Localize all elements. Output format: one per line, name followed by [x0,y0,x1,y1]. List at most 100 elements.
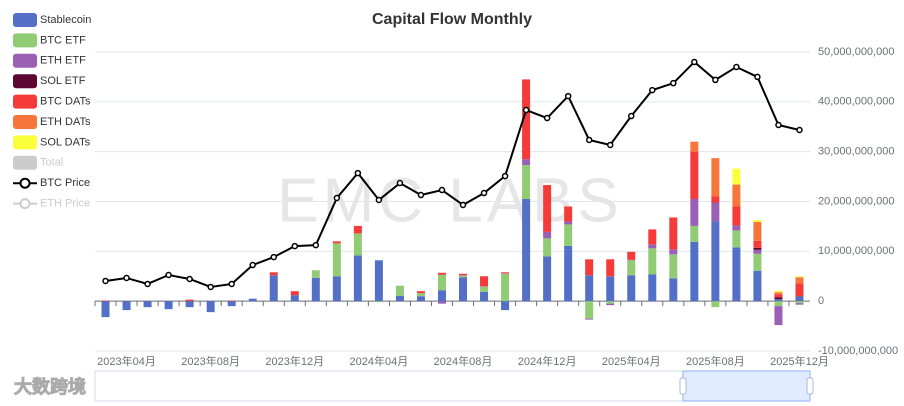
bar [669,278,678,302]
zoom-handle[interactable] [679,377,687,395]
price-point [585,136,593,144]
legend-item[interactable]: Total [13,155,63,170]
legend-label: BTC DATs [40,96,91,108]
legend-marker [19,177,31,189]
price-line [105,60,800,288]
bar [101,301,110,318]
zoom-window[interactable] [682,370,811,402]
bar [480,286,489,292]
price-point [354,169,362,177]
price-point [733,63,740,71]
bar [732,230,741,248]
bar [564,245,573,302]
bar [122,301,131,311]
price-point [796,126,803,134]
price-point [228,280,235,288]
legend-item[interactable]: BTC DATs [13,94,91,109]
bar [753,219,762,222]
legend-item[interactable]: BTC Price [13,177,90,189]
x-tick-label: 2023年12月 [265,354,324,368]
y-tick-label: -10,000,000,000 [818,345,898,357]
bar [416,293,425,297]
bar [374,260,383,302]
legend-swatch [13,94,37,109]
chart-title: Capital Flow Monthly [372,11,532,28]
legend-swatch [13,74,37,89]
legend-marker [19,198,31,210]
x-tick-label: 2023年08月 [181,354,240,368]
bar [522,199,531,302]
bar [416,291,425,294]
legend-item[interactable]: ETH Price [13,198,90,210]
bar [395,295,404,302]
logo: 大数跨境 [14,376,86,397]
bar [606,303,615,306]
price-point [249,261,256,269]
bar [480,291,489,302]
bar [311,277,320,302]
bar [290,295,299,302]
bar [143,301,152,308]
legend-swatch [13,53,37,68]
bar [437,272,446,275]
legend-item[interactable]: Stablecoin [13,13,91,27]
bar [669,249,678,255]
price-point [165,271,172,279]
bar [206,301,215,313]
bar [627,275,636,302]
bar [711,301,720,308]
price-point [123,274,130,282]
bar [648,244,657,249]
data-zoom[interactable] [94,370,814,402]
bar [585,275,594,302]
bar [711,158,720,197]
bar [164,301,173,310]
x-tick-label: 2025年04月 [602,354,661,368]
bar [648,274,657,302]
price-point [649,86,656,94]
bar [353,255,362,302]
price-point [775,121,782,129]
bar [795,296,804,302]
legend-item[interactable]: ETH ETF [13,53,86,68]
legend-item[interactable]: ETH DATs [13,115,91,129]
bar [480,276,489,287]
bar [774,292,783,295]
bar [753,240,762,248]
legend-item[interactable]: BTC ETF [13,33,86,48]
bar [606,301,615,304]
bar [774,290,783,293]
price-point [186,275,193,283]
bar [332,243,341,277]
price-point [270,253,277,261]
bar [437,274,446,291]
legend-label: BTC ETF [40,34,86,46]
bar [753,221,762,241]
legend-item[interactable]: SOL DATs [13,135,91,150]
legend-swatch [13,155,37,170]
price-point [564,92,572,100]
bar [606,259,615,277]
watermark: EMC LABS [277,166,623,235]
legend-label: ETH Price [40,198,90,210]
price-point [375,196,383,204]
bar [269,272,278,276]
bar [185,299,194,302]
bar [501,273,510,302]
zoom-handle[interactable] [806,377,814,395]
y-tick-label: 50,000,000,000 [818,46,894,58]
bar [774,299,783,302]
legend-item[interactable]: SOL ETF [13,74,86,89]
bar [669,254,678,279]
price-point [501,172,509,180]
bar [774,294,783,298]
bar [522,165,531,200]
bar [522,79,531,160]
bar [795,303,804,305]
price-point [712,76,719,84]
price-point [480,189,488,197]
bar [585,259,594,276]
bar [416,296,425,302]
bar [185,301,194,308]
bar [711,221,720,302]
